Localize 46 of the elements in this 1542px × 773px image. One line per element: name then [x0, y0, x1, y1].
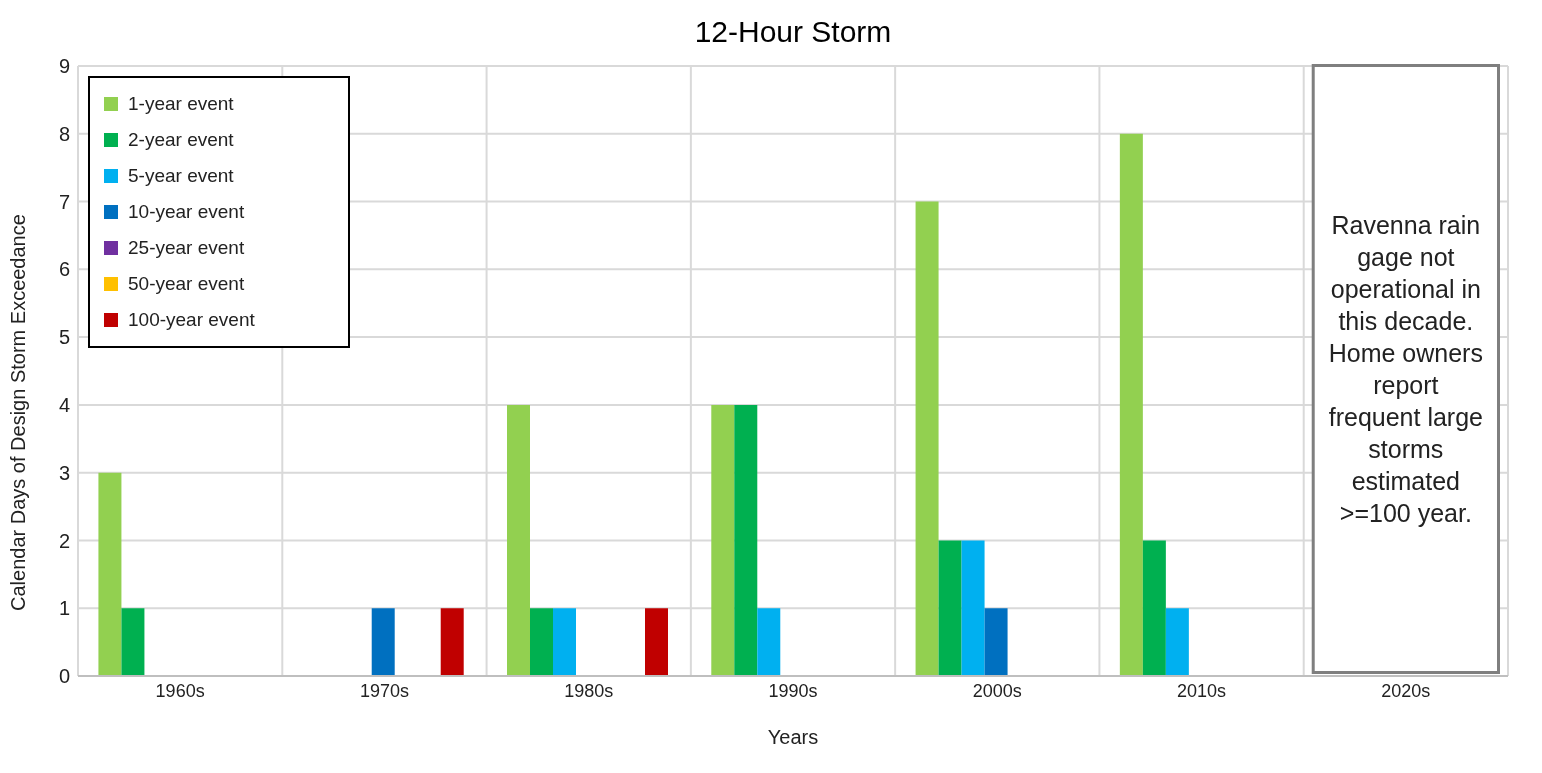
bar — [530, 608, 553, 676]
bar — [371, 608, 395, 676]
y-tick-label: 4 — [58, 393, 70, 416]
bar — [98, 472, 122, 676]
x-tick-label: 1970s — [359, 680, 409, 701]
bar — [121, 608, 145, 676]
bar — [1142, 540, 1166, 676]
bar — [440, 608, 464, 676]
y-axis-title: Calendar Days of Design Storm Exceedance — [7, 214, 30, 611]
legend-label: 10-year event — [128, 201, 245, 223]
bar — [734, 404, 758, 676]
bar — [645, 608, 668, 676]
bar — [711, 404, 735, 676]
chart-title: 12-Hour Storm — [693, 14, 893, 50]
x-tick-label: 1980s — [564, 680, 614, 701]
bar — [915, 201, 939, 676]
x-tick-label: 1960s — [155, 680, 205, 701]
x-tick-label: 2010s — [1177, 680, 1227, 701]
bar — [1119, 133, 1143, 676]
x-axis-title: Years — [767, 726, 819, 748]
y-tick-label: 7 — [58, 190, 70, 213]
bar — [507, 404, 530, 676]
legend-label: 1-year event — [128, 93, 234, 115]
bar — [1165, 608, 1189, 676]
y-tick-label: 2 — [58, 529, 70, 552]
y-tick-label: 3 — [58, 461, 70, 484]
bar — [938, 540, 962, 676]
legend-label: 2-year event — [128, 129, 234, 151]
y-tick-label: 8 — [58, 122, 70, 145]
text: Ravenna rain gage not operational in this decade. Home owners report frequent large storms estimated >=100 year. — [1328, 211, 1483, 527]
x-tick-label: 1990s — [768, 680, 818, 701]
y-tick-label: 9 — [58, 55, 70, 78]
bar — [961, 540, 985, 676]
x-tick-label: 2020s — [1381, 680, 1431, 701]
bar — [553, 608, 576, 676]
x-tick-label: 2000s — [972, 680, 1022, 701]
bar — [757, 608, 781, 676]
y-tick-label: 6 — [58, 258, 70, 281]
y-tick-label: 1 — [58, 597, 70, 620]
y-tick-label: 0 — [58, 665, 70, 688]
bar — [984, 608, 1008, 676]
y-tick-label: 5 — [58, 326, 70, 349]
legend-label: 100-year event — [128, 309, 255, 331]
legend-label: 5-year event — [128, 165, 234, 187]
legend-label: 25-year event — [128, 237, 245, 259]
legend-label: 50-year event — [128, 273, 245, 295]
